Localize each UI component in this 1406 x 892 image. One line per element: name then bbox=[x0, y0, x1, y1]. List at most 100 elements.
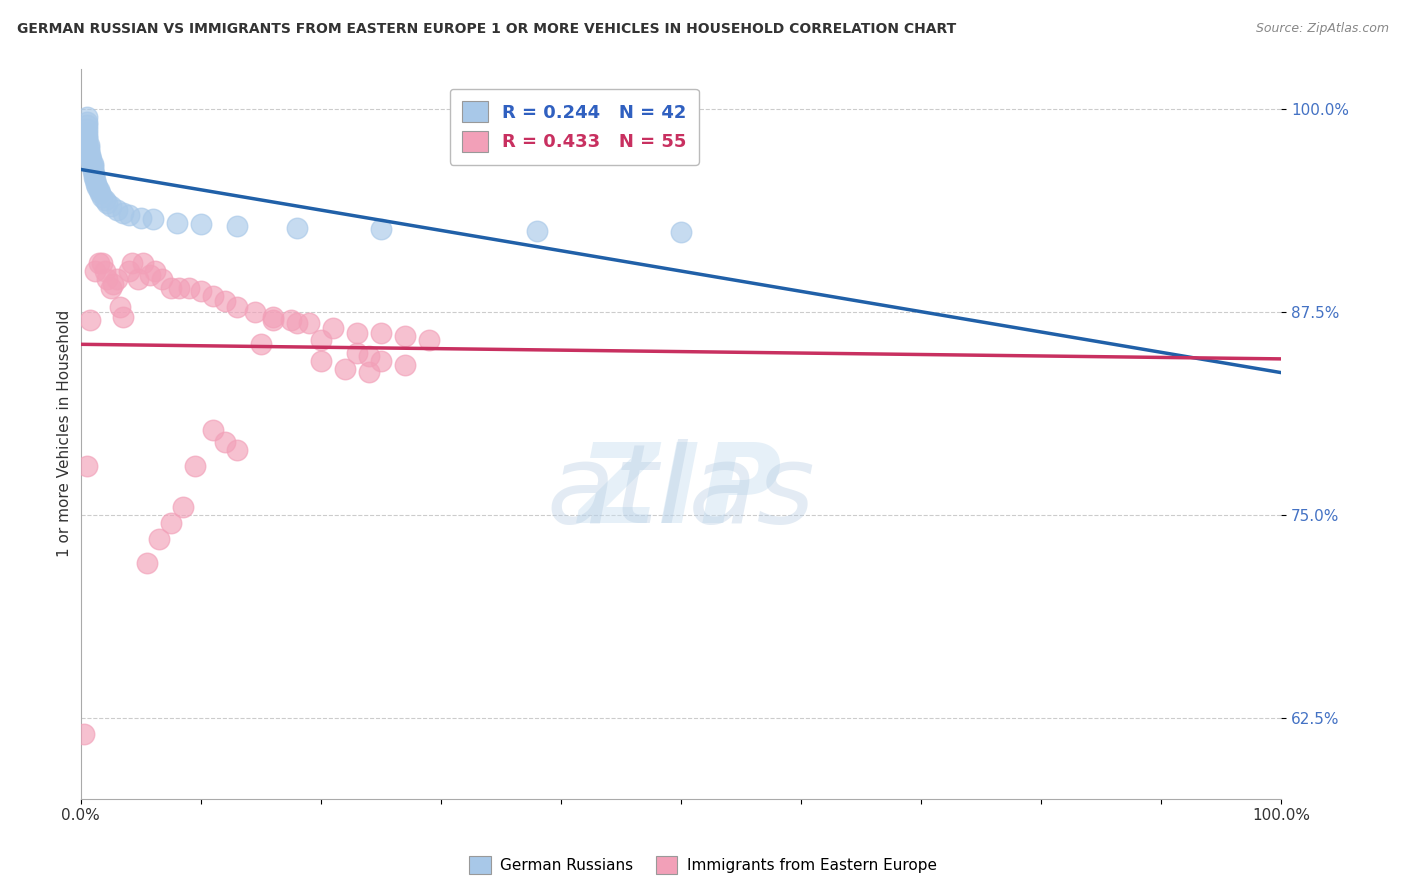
Point bbox=[280, 313, 302, 327]
Point bbox=[322, 321, 344, 335]
Point bbox=[370, 353, 392, 368]
Point bbox=[96, 272, 118, 286]
Point bbox=[167, 280, 190, 294]
Point bbox=[93, 264, 115, 278]
Point bbox=[83, 170, 105, 185]
Point bbox=[285, 220, 308, 235]
Point bbox=[135, 557, 157, 571]
Point bbox=[79, 147, 101, 161]
Point bbox=[150, 272, 173, 286]
Text: GERMAN RUSSIAN VS IMMIGRANTS FROM EASTERN EUROPE 1 OR MORE VEHICLES IN HOUSEHOLD: GERMAN RUSSIAN VS IMMIGRANTS FROM EASTER… bbox=[17, 22, 956, 37]
Point bbox=[357, 365, 380, 379]
Point bbox=[117, 264, 139, 278]
Point bbox=[143, 264, 166, 278]
Point bbox=[73, 727, 96, 741]
Point bbox=[83, 167, 105, 181]
Point bbox=[394, 359, 416, 373]
Point bbox=[89, 186, 111, 201]
Point bbox=[262, 310, 284, 324]
Point bbox=[183, 459, 205, 474]
Point bbox=[418, 333, 440, 347]
Point bbox=[190, 217, 212, 231]
Point bbox=[132, 256, 155, 270]
Point bbox=[91, 256, 114, 270]
Point bbox=[76, 110, 98, 124]
Point bbox=[370, 222, 392, 236]
Point bbox=[84, 264, 107, 278]
Point bbox=[91, 190, 114, 204]
Point bbox=[225, 219, 247, 233]
Point bbox=[111, 206, 134, 220]
Point bbox=[243, 305, 266, 319]
Point bbox=[262, 313, 284, 327]
Legend: R = 0.244   N = 42, R = 0.433   N = 55: R = 0.244 N = 42, R = 0.433 N = 55 bbox=[450, 88, 699, 164]
Point bbox=[225, 300, 247, 314]
Point bbox=[148, 532, 170, 546]
Point bbox=[298, 316, 321, 330]
Point bbox=[77, 145, 100, 159]
Point bbox=[79, 313, 101, 327]
Point bbox=[166, 216, 188, 230]
Point bbox=[346, 345, 368, 359]
Point bbox=[80, 153, 103, 167]
Point bbox=[76, 127, 98, 141]
Point bbox=[86, 180, 108, 194]
Point bbox=[177, 280, 200, 294]
Point bbox=[129, 211, 152, 225]
Point bbox=[105, 202, 128, 217]
Legend: German Russians, Immigrants from Eastern Europe: German Russians, Immigrants from Eastern… bbox=[464, 850, 942, 880]
Text: atlas: atlas bbox=[547, 439, 815, 546]
Point bbox=[84, 173, 107, 187]
Point bbox=[76, 135, 98, 149]
Point bbox=[214, 434, 236, 449]
Point bbox=[669, 226, 692, 240]
Point bbox=[111, 310, 134, 324]
Point bbox=[76, 129, 98, 144]
Point bbox=[357, 349, 380, 363]
Point bbox=[225, 442, 247, 457]
Point bbox=[82, 162, 104, 177]
Point bbox=[159, 280, 181, 294]
Point bbox=[526, 224, 548, 238]
Point bbox=[201, 289, 224, 303]
Point bbox=[105, 272, 128, 286]
Point bbox=[309, 353, 332, 368]
Point bbox=[96, 196, 118, 211]
Point bbox=[394, 329, 416, 343]
Point bbox=[84, 177, 107, 191]
Point bbox=[76, 121, 98, 136]
Point bbox=[121, 256, 143, 270]
Point bbox=[370, 326, 392, 340]
Point bbox=[190, 284, 212, 298]
Text: ZIP: ZIP bbox=[579, 439, 783, 546]
Point bbox=[108, 300, 131, 314]
Point bbox=[333, 361, 356, 376]
Point bbox=[76, 459, 98, 474]
Point bbox=[100, 199, 122, 213]
Point bbox=[79, 151, 101, 165]
Point bbox=[346, 326, 368, 340]
Point bbox=[309, 333, 332, 347]
Point bbox=[214, 293, 236, 308]
Point bbox=[82, 157, 104, 171]
Point bbox=[87, 183, 110, 197]
Point bbox=[82, 159, 104, 173]
Point bbox=[141, 212, 163, 227]
Point bbox=[87, 256, 110, 270]
Point bbox=[100, 280, 122, 294]
Point bbox=[139, 268, 162, 282]
Point bbox=[117, 208, 139, 222]
Point bbox=[201, 424, 224, 438]
Point bbox=[159, 516, 181, 530]
Point bbox=[77, 141, 100, 155]
Point bbox=[172, 500, 194, 514]
Point bbox=[93, 193, 115, 207]
Point bbox=[249, 337, 271, 351]
Y-axis label: 1 or more Vehicles in Household: 1 or more Vehicles in Household bbox=[58, 310, 72, 558]
Point bbox=[77, 137, 100, 152]
Point bbox=[76, 131, 98, 145]
Point bbox=[127, 272, 149, 286]
Point bbox=[285, 316, 308, 330]
Text: Source: ZipAtlas.com: Source: ZipAtlas.com bbox=[1256, 22, 1389, 36]
Point bbox=[76, 118, 98, 132]
